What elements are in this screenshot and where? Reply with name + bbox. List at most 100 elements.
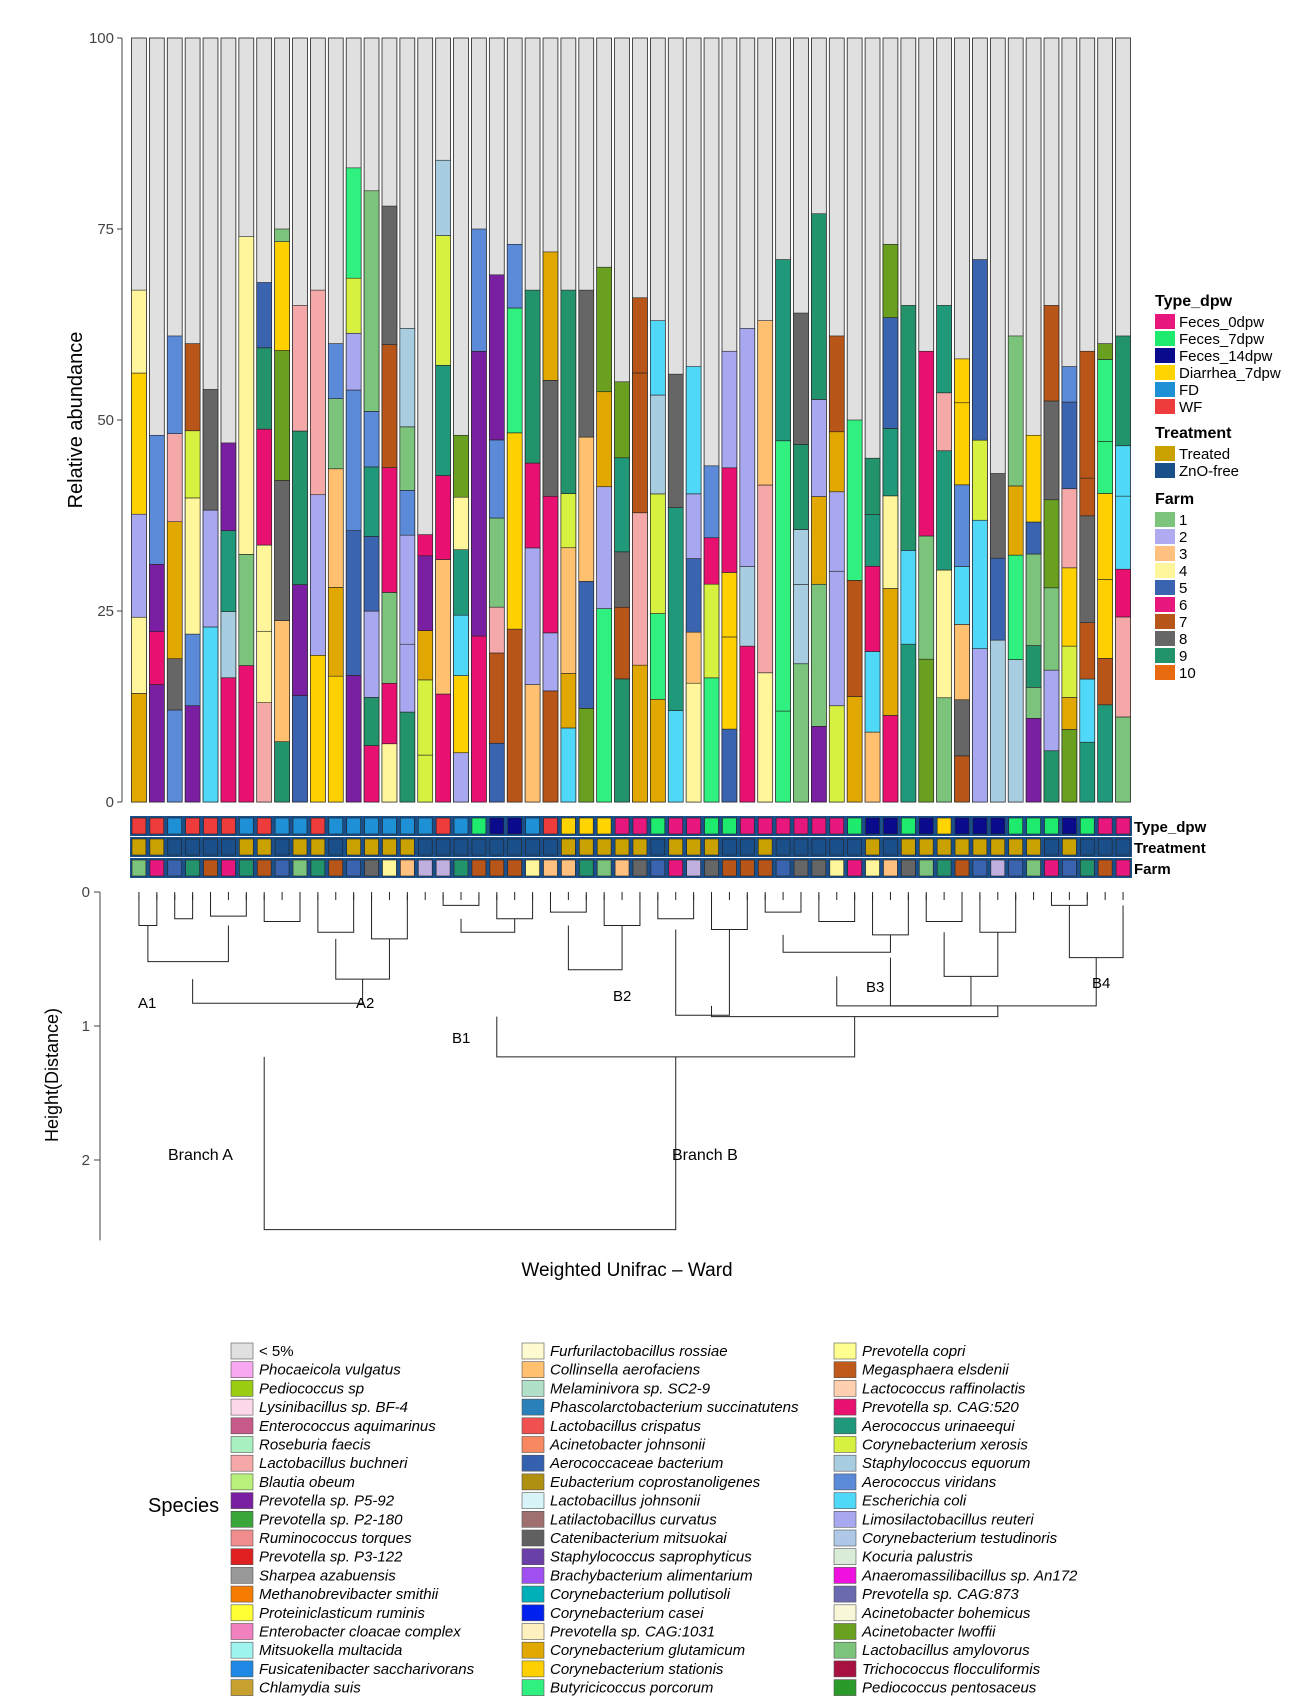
bar-segment: [829, 431, 845, 493]
type-dpw-cell: [614, 817, 630, 835]
treatment-cell: [883, 838, 898, 856]
bar-segment: [775, 259, 791, 442]
bar-column: [256, 37, 273, 803]
dendrogram-axis: 0 1 2: [82, 884, 101, 1241]
bar-column: [721, 37, 738, 803]
dendrogram-link: [371, 894, 408, 940]
bar-segment: [1115, 716, 1131, 803]
bar-segment: [1097, 343, 1113, 360]
species-label: Corynebacterium glutamicum: [550, 1642, 745, 1659]
species-label: Aerococcus viridans: [861, 1474, 997, 1491]
bar-column: [417, 37, 434, 803]
bar-segment: [274, 741, 290, 803]
bar-segment: [972, 519, 988, 649]
bar-segment: [1007, 335, 1024, 487]
y-axis-label: Relative abundance: [65, 332, 87, 509]
bar-column: [882, 37, 899, 803]
treatment-cell: [203, 838, 218, 856]
treatment-cell: [435, 838, 451, 856]
treatment-cell: [757, 838, 773, 856]
legend-treatment-swatch: [1155, 446, 1175, 461]
farm-cell: [346, 859, 361, 877]
bar-segment: [703, 583, 720, 679]
legend-farm-swatch: [1155, 580, 1175, 595]
type-dpw-cell: [990, 817, 1006, 835]
bar-segment: [954, 699, 970, 757]
bar-segment: [685, 493, 702, 559]
species-label: Prevotella sp. CAG:520: [862, 1399, 1019, 1416]
bar-segment: [882, 317, 899, 429]
type-dpw-cell: [901, 817, 916, 835]
bar-segment: [381, 743, 398, 803]
bar-segment: [328, 587, 344, 677]
species-label: Lysinibacillus sp. BF-4: [259, 1399, 408, 1416]
bar-segment: [328, 398, 344, 470]
bar-segment: [1025, 645, 1042, 688]
type-dpw-cell: [632, 817, 648, 835]
species-legend-title: Species: [148, 1495, 219, 1517]
bar-segment: [149, 684, 165, 803]
species-label: Prevotella copri: [862, 1343, 966, 1360]
bar-segment: [435, 235, 451, 366]
annot-label-treatment: Treatment: [1134, 840, 1206, 857]
farm-cell: [722, 859, 737, 877]
farm-cell: [1097, 859, 1113, 877]
species-label: Lactobacillus johnsonii: [550, 1493, 701, 1510]
type-dpw-cell: [221, 817, 236, 835]
bar-segment: [542, 251, 559, 381]
bar-segment: [363, 536, 380, 612]
species-swatch: [230, 1585, 254, 1603]
treatment-cell: [704, 838, 719, 856]
bar-segment: [900, 305, 917, 551]
bar-segment: [453, 752, 469, 803]
farm-cell: [901, 859, 916, 877]
type-dpw-cell: [561, 817, 576, 835]
bar-segment: [345, 332, 362, 391]
species-label: Latilactobacillus curvatus: [550, 1511, 717, 1528]
species-label: Corynebacterium stationis: [550, 1661, 724, 1678]
legend-farm-label: 6: [1179, 597, 1187, 614]
bar-segment: [650, 394, 666, 495]
bar-segment: [1115, 445, 1131, 497]
type-dpw-cell: [757, 817, 773, 835]
type-dpw-cell: [811, 817, 827, 835]
bar-column: [131, 37, 147, 803]
bar-segment: [471, 351, 487, 637]
legend-treatment-title: Treatment: [1155, 425, 1232, 442]
farm-cell: [364, 859, 379, 877]
species-label: Proteiniclasticum ruminis: [259, 1605, 425, 1622]
species-swatch: [230, 1548, 254, 1565]
type-dpw-cell: [292, 817, 308, 835]
species-swatch: [521, 1548, 545, 1565]
bar-segment: [703, 465, 720, 539]
species-swatch: [833, 1398, 857, 1416]
bar-column: [918, 37, 935, 803]
bar-segment: [256, 702, 272, 803]
bar-segment: [202, 626, 219, 803]
bar-segment: [918, 535, 934, 660]
bar-segment: [1097, 441, 1113, 494]
bar-segment: [1079, 350, 1096, 479]
bar-segment: [596, 266, 612, 393]
species-label: Prevotella sp. P3-122: [259, 1549, 403, 1566]
legend-farm-label: 9: [1179, 648, 1187, 665]
bar-segment: [417, 555, 433, 631]
type-dpw-cell: [417, 817, 433, 835]
bar-segment: [1061, 645, 1078, 698]
farm-cell: [1080, 859, 1095, 877]
bar-segment: [1025, 434, 1042, 523]
type-dpw-cell: [167, 817, 182, 835]
bar-segment: [292, 305, 308, 432]
bar-segment: [184, 430, 201, 499]
species-swatch: [521, 1660, 545, 1678]
legend-farm-swatch: [1155, 648, 1175, 663]
species-label: Ruminococcus torques: [259, 1530, 412, 1547]
bar-segment: [363, 411, 380, 468]
dendrogram-link: [764, 894, 802, 913]
species-swatch: [230, 1529, 254, 1547]
type-dpw-cell: [740, 817, 755, 835]
species-swatch: [833, 1604, 857, 1622]
treatment-cell: [579, 838, 594, 856]
